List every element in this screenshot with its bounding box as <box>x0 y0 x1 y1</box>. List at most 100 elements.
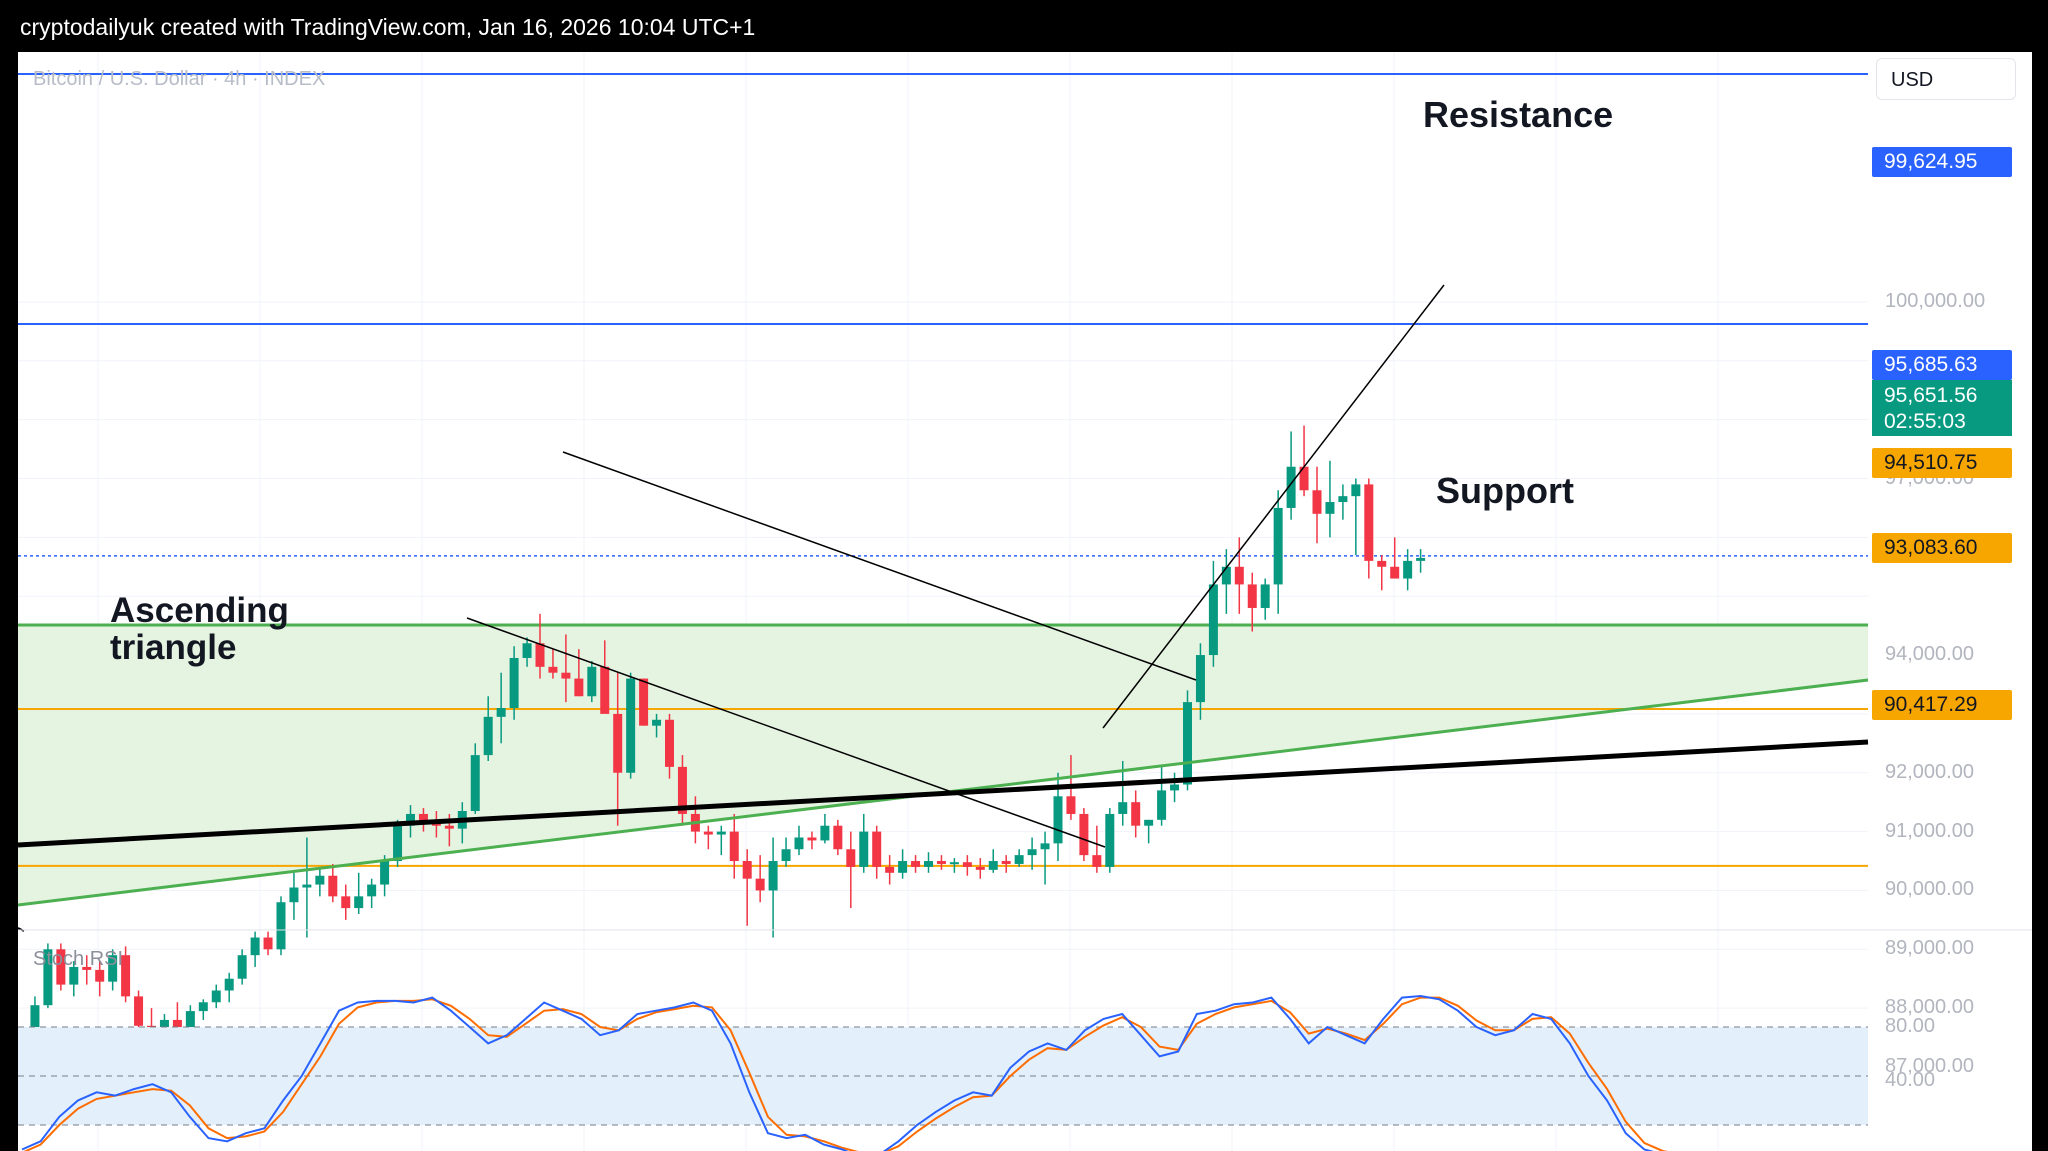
candle-body <box>185 1011 195 1029</box>
y-axis-tick-label: 91,000.00 <box>1885 819 1974 842</box>
candle-body <box>742 861 752 879</box>
candle-body <box>1105 813 1115 867</box>
candle-body <box>406 813 415 826</box>
candle-body <box>1157 790 1167 820</box>
resistance-annotation: Resistance <box>1423 94 1614 135</box>
candle-body <box>1014 855 1024 864</box>
candle-body <box>833 825 843 850</box>
support-price-badge: 94,510.75 <box>1872 448 2012 478</box>
candle-body <box>43 949 53 1006</box>
candle-body <box>1144 819 1154 826</box>
candle-body <box>1131 802 1141 826</box>
candle-body <box>121 955 131 997</box>
support-annotation: Support <box>1436 470 1574 511</box>
bar-countdown: 02:55:03 <box>1884 410 1966 433</box>
level-3-price-badge: 90,417.29 <box>1872 690 2012 720</box>
candle-body <box>1416 557 1426 561</box>
candle-body <box>1221 566 1231 585</box>
candle-body <box>807 837 817 841</box>
candle-body <box>729 831 739 862</box>
candle-body <box>962 862 972 867</box>
y-axis-tick-label: 87,000.00 <box>1885 1055 1974 1077</box>
candle-body <box>224 978 234 991</box>
top-bar: cryptodailyuk created with TradingView.c… <box>0 0 2048 52</box>
candle-body <box>380 861 390 885</box>
y-axis-tick-label: 94,000.00 <box>1885 643 1974 666</box>
candle-body <box>1208 584 1218 656</box>
candle-body <box>393 825 403 862</box>
mark-price-badge: 95,685.63 <box>1872 350 2012 380</box>
chart-frame[interactable]: Bitcoin / U.S. Dollar · 4h · INDEX USD S… <box>18 52 2032 1151</box>
attribution-text: cryptodailyuk created with TradingView.c… <box>20 14 756 40</box>
candle-body <box>548 666 558 673</box>
candle-body <box>1027 849 1037 856</box>
candle-body <box>1338 496 1348 503</box>
candle-body <box>56 949 66 985</box>
candle-body <box>1273 507 1283 585</box>
candle-body <box>1390 566 1400 579</box>
candle-body <box>613 713 623 773</box>
candle-body <box>535 643 545 667</box>
candle-body <box>1364 484 1374 561</box>
grid-lines <box>18 52 1868 1151</box>
rising-trend-line <box>1102 284 1445 729</box>
currency-selector[interactable]: USD <box>1876 58 2016 100</box>
price-chart[interactable] <box>18 52 2032 1151</box>
last-price-value: 95,651.56 <box>1884 384 1978 407</box>
candle-body <box>496 708 506 717</box>
rsi-axis-tick-label: 40.00 <box>1885 1069 1936 1091</box>
support-zone <box>18 624 1868 905</box>
candle-body <box>561 672 571 679</box>
candle-body <box>108 955 118 982</box>
stoch-rsi-d-line <box>23 996 1669 1151</box>
candle-body <box>574 678 584 697</box>
candle-body <box>885 866 895 873</box>
y-axis-tick-label: 89,000.00 <box>1885 937 1974 960</box>
candle-body <box>600 666 610 714</box>
candle-body <box>1299 466 1309 491</box>
resistance-price-badge: 99,624.95 <box>1872 147 2012 177</box>
candle-body <box>431 822 441 826</box>
candle-body <box>1092 855 1102 867</box>
stoch-rsi-pane <box>18 929 2032 1151</box>
candle-body <box>237 955 247 979</box>
candle-body <box>470 755 480 812</box>
candle-body <box>587 666 597 697</box>
falling-channel-lower-line <box>466 617 1106 848</box>
candle-body <box>677 766 687 814</box>
candle-body <box>172 1019 182 1029</box>
candle-body <box>1377 560 1387 567</box>
candle-body <box>354 896 364 909</box>
candles <box>18 425 1426 1073</box>
candle-body <box>1170 784 1180 791</box>
rsi-axis-tick-label: 80.00 <box>1885 1015 1936 1038</box>
candle-body <box>988 861 998 870</box>
candle-body <box>1040 843 1050 850</box>
candle-body <box>1001 861 1011 864</box>
candle-body <box>509 657 519 709</box>
candle-body <box>250 937 260 956</box>
last-price-badge: 95,651.56 02:55:03 <box>1872 380 2012 436</box>
candle-body <box>949 862 959 865</box>
candle-body <box>846 849 856 867</box>
candle-body <box>522 643 532 658</box>
candle-body <box>768 861 778 891</box>
candle-body <box>1260 584 1270 608</box>
ascending-triangle-base-line <box>18 739 1869 848</box>
candle-body <box>911 861 921 867</box>
candle-body <box>82 966 92 970</box>
candle-body <box>872 831 882 867</box>
trend-lines <box>18 284 1869 932</box>
candle-body <box>1247 584 1257 608</box>
candle-body <box>444 825 454 829</box>
falling-channel-upper-line <box>562 451 1197 681</box>
candle-body <box>781 849 791 862</box>
stoch-rsi-label: Stoch RSI <box>33 948 124 970</box>
candle-body <box>924 861 933 867</box>
y-axis-tick-label: 100,000.00 <box>1885 289 1986 312</box>
candle-body <box>95 969 105 982</box>
candle-body <box>665 719 674 767</box>
candle-body <box>626 678 636 773</box>
candle-body <box>1118 802 1128 814</box>
candle-body <box>289 887 299 903</box>
